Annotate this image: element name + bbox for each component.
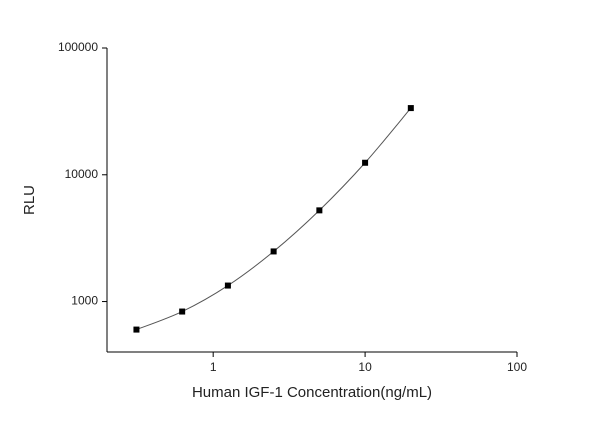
point [362, 159, 369, 166]
x-axis-title: Human IGF-1 Concentration(ng/mL) [192, 384, 432, 401]
x-tick-label: 10 [358, 360, 372, 374]
point [270, 248, 277, 255]
point [179, 308, 186, 315]
point [133, 326, 140, 333]
y-tick-label: 10000 [65, 167, 99, 181]
point [407, 105, 414, 112]
y-tick-label: 100000 [58, 40, 98, 54]
x-tick-label: 1 [210, 360, 217, 374]
fit-curve [136, 107, 412, 331]
y-tick-label: 1000 [71, 294, 98, 308]
x-tick-label: 100 [507, 360, 527, 374]
point [224, 282, 231, 289]
y-axis-title: RLU [21, 185, 38, 215]
point [316, 207, 323, 214]
